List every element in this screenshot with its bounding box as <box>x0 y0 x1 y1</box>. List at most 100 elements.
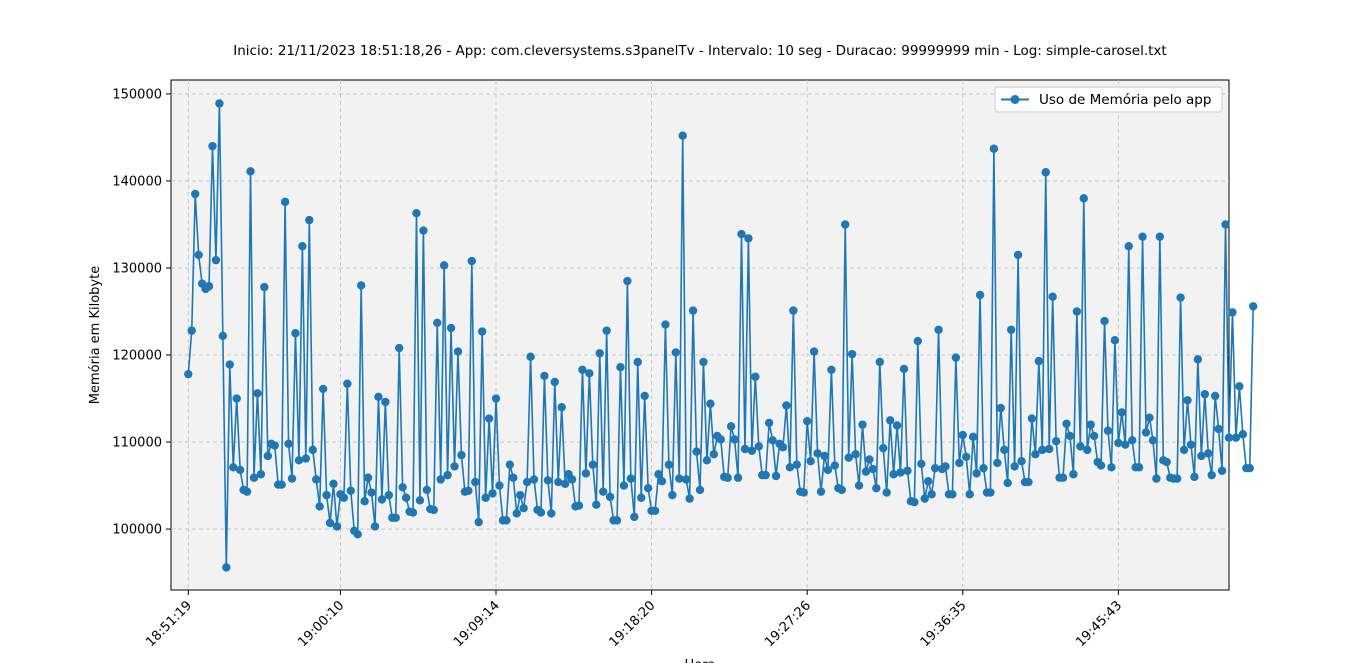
grid-lines <box>171 80 1229 590</box>
data-point <box>882 488 891 497</box>
data-point <box>305 215 314 225</box>
data-point <box>391 513 400 522</box>
data-point <box>1200 389 1210 399</box>
y-tick-label: 150000 <box>112 87 162 102</box>
data-point <box>211 255 221 265</box>
data-point <box>1217 466 1227 475</box>
data-point <box>204 282 214 291</box>
data-point <box>726 422 736 431</box>
data-point <box>1117 408 1127 417</box>
data-point <box>284 439 293 448</box>
data-point <box>1076 442 1085 451</box>
data-point <box>1103 426 1113 435</box>
data-point <box>1038 445 1047 455</box>
data-point <box>1069 470 1078 479</box>
data-point <box>637 493 646 502</box>
data-point <box>1100 316 1109 326</box>
data-point <box>675 474 684 483</box>
data-point <box>325 518 335 528</box>
data-point <box>1121 440 1130 449</box>
data-point <box>841 220 850 229</box>
data-point <box>934 325 943 334</box>
data-point <box>706 399 715 408</box>
data-point <box>291 329 300 338</box>
data-point <box>1190 472 1199 482</box>
data-point <box>1010 462 1019 471</box>
data-point <box>370 522 380 531</box>
data-point <box>789 306 798 315</box>
data-point <box>854 481 864 490</box>
data-point <box>578 365 587 375</box>
data-point <box>927 490 936 499</box>
data-point <box>827 365 836 375</box>
data-point <box>412 208 421 218</box>
data-point <box>1228 308 1237 317</box>
data-point <box>436 475 445 484</box>
data-point <box>1045 444 1054 454</box>
data-point <box>184 369 193 379</box>
data-point <box>526 352 535 361</box>
data-point <box>851 450 860 459</box>
data-point <box>218 331 228 341</box>
data-point <box>1086 420 1095 429</box>
data-point <box>979 463 988 473</box>
data-point <box>965 490 974 499</box>
data-point <box>512 509 521 518</box>
data-point <box>865 455 874 464</box>
data-point <box>1183 396 1192 405</box>
data-point <box>1072 307 1082 316</box>
data-point <box>235 465 245 475</box>
data-point <box>747 446 757 455</box>
data-point <box>1162 457 1171 467</box>
data-point <box>1186 440 1196 449</box>
data-point <box>225 360 234 369</box>
data-point <box>872 483 881 493</box>
data-point <box>664 460 674 469</box>
data-point <box>616 363 625 372</box>
data-point <box>256 470 266 479</box>
data-point <box>962 452 971 462</box>
data-point <box>633 357 642 367</box>
data-point <box>581 469 591 478</box>
data-point <box>433 318 442 328</box>
data-point <box>277 480 286 489</box>
data-point <box>505 460 515 469</box>
data-point <box>678 131 687 140</box>
data-point <box>799 488 808 497</box>
data-point <box>913 336 923 346</box>
data-point <box>495 481 504 490</box>
data-point <box>1231 433 1241 442</box>
data-point <box>1114 438 1123 448</box>
data-point <box>1058 473 1068 482</box>
data-point <box>529 475 539 484</box>
data-point <box>1027 414 1037 423</box>
data-point <box>823 465 833 475</box>
data-point <box>813 449 822 458</box>
data-point <box>702 456 712 465</box>
data-point <box>384 490 394 500</box>
data-point <box>623 276 632 286</box>
data-point <box>685 494 694 503</box>
data-point <box>301 454 311 463</box>
data-point <box>363 473 373 482</box>
data-point <box>484 414 494 423</box>
data-point <box>820 451 829 461</box>
data-point <box>332 522 342 531</box>
data-point <box>1197 451 1206 461</box>
data-point <box>630 512 639 522</box>
data-point <box>1110 336 1120 345</box>
data-point <box>782 401 791 410</box>
data-point <box>208 141 217 151</box>
data-point <box>453 347 463 356</box>
data-point <box>1210 391 1220 401</box>
data-point <box>924 477 933 486</box>
data-point <box>1003 478 1012 488</box>
data-point <box>318 384 328 394</box>
data-point <box>232 394 241 403</box>
data-point <box>401 493 411 502</box>
data-point <box>1006 325 1016 334</box>
data-point <box>740 444 750 454</box>
data-point <box>222 563 231 572</box>
data-point <box>560 479 570 489</box>
data-point <box>263 451 273 461</box>
